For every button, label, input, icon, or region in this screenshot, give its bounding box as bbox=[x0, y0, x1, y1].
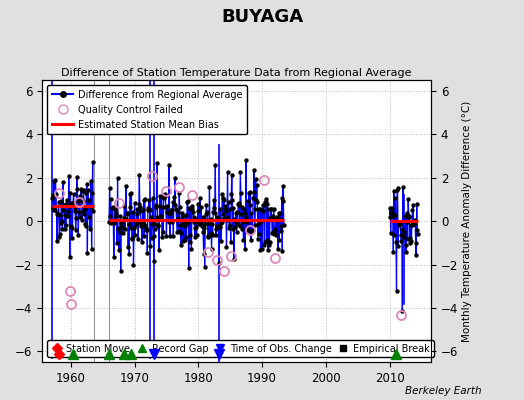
Legend: Station Move, Record Gap, Time of Obs. Change, Empirical Break: Station Move, Record Gap, Time of Obs. C… bbox=[47, 340, 434, 358]
Text: BUYAGA: BUYAGA bbox=[221, 8, 303, 26]
Title: Difference of Station Temperature Data from Regional Average: Difference of Station Temperature Data f… bbox=[61, 68, 412, 78]
Text: Berkeley Earth: Berkeley Earth bbox=[406, 386, 482, 396]
Y-axis label: Monthly Temperature Anomaly Difference (°C): Monthly Temperature Anomaly Difference (… bbox=[462, 100, 472, 342]
